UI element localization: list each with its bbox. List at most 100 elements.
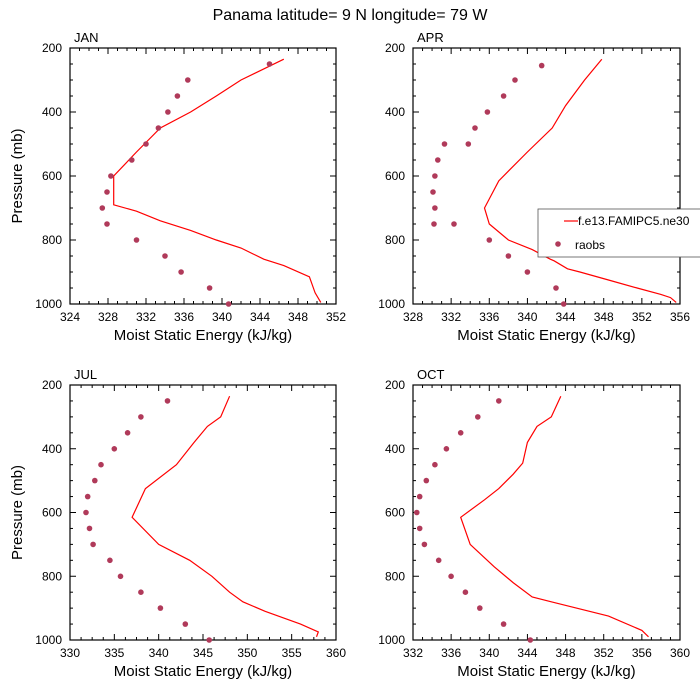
model-profile-line	[131, 395, 320, 638]
raobs-point	[138, 589, 144, 595]
x-tick-label: 332	[441, 310, 461, 324]
panel-jan: 324 328 332 336 340 344 348 352 200 400 600 800 1000…	[9, 30, 346, 344]
panels: 324 328 332 336 340 344 348 352 200 400 600 800 1000…	[9, 30, 700, 680]
raobs-point	[448, 573, 454, 580]
x-tick-label: 352	[326, 310, 346, 324]
raobs-point	[143, 141, 149, 147]
raobs-point	[107, 557, 113, 564]
x-tick-label: 350	[237, 646, 257, 660]
model-profile-line	[459, 395, 649, 638]
raobs-point	[430, 189, 436, 195]
y-tick-label: 400	[385, 105, 405, 119]
y-tick-label: 1000	[35, 297, 62, 311]
x-tick-label: 324	[60, 310, 80, 324]
raobs-point	[86, 525, 93, 532]
raobs-point	[475, 414, 481, 420]
raobs-point	[162, 253, 168, 259]
x-tick-label: 340	[479, 646, 499, 660]
y-tick-label: 600	[385, 506, 405, 520]
raobs-point	[500, 93, 507, 99]
raobs-point	[524, 269, 531, 275]
raobs-point	[129, 157, 135, 163]
raobs-point	[472, 125, 478, 131]
x-tick-label: 352	[594, 646, 614, 660]
x-tick-label: 355	[282, 646, 302, 660]
x-tick-label: 336	[479, 310, 499, 324]
y-tick-label: 200	[42, 41, 62, 55]
y-tick-label: 200	[385, 41, 405, 55]
panel-label: JUL	[74, 367, 97, 382]
plot-frame	[412, 47, 681, 305]
raobs-point	[111, 446, 118, 452]
panel-apr: 328 332 336 340 344 348 352 356 200 400 600 800 1000…	[378, 30, 700, 344]
legend-marker-swatch	[555, 241, 561, 247]
raobs-point	[512, 77, 518, 83]
y-tick-label: 200	[385, 378, 405, 392]
raobs-point	[560, 301, 567, 307]
raobs-point	[225, 301, 232, 307]
raobs-point	[108, 173, 114, 179]
x-tick-label: 356	[670, 310, 690, 324]
x-tick-label: 340	[517, 310, 537, 324]
y-tick-label: 800	[385, 569, 405, 583]
y-tick-label: 400	[385, 442, 405, 456]
raobs-point	[432, 173, 438, 179]
raobs-point	[138, 414, 144, 420]
panel-label: OCT	[417, 367, 445, 382]
raobs-point	[104, 221, 110, 227]
plot-frame	[412, 384, 681, 641]
x-tick-label: 340	[149, 646, 169, 660]
y-tick-label: 400	[42, 442, 62, 456]
x-tick-label: 352	[632, 310, 652, 324]
x-tick-label: 345	[193, 646, 213, 660]
legend-label-raobs: raobs	[575, 238, 605, 252]
model-profile-line	[483, 58, 677, 303]
raobs-point	[185, 77, 191, 83]
raobs-point	[465, 141, 472, 147]
raobs-point	[90, 541, 96, 548]
raobs-point	[157, 605, 164, 611]
x-tick-label: 344	[556, 310, 576, 324]
x-tick-label: 336	[174, 310, 194, 324]
legend-box	[537, 208, 700, 258]
raobs-point	[441, 141, 448, 147]
x-tick-label: 344	[250, 310, 270, 324]
x-tick-label: 348	[594, 310, 614, 324]
raobs-point	[178, 269, 184, 275]
x-tick-label: 332	[403, 646, 423, 660]
x-tick-label: 332	[136, 310, 156, 324]
y-tick-label: 1000	[378, 297, 405, 311]
y-tick-label: 600	[42, 169, 62, 183]
raobs-point	[164, 398, 171, 404]
y-tick-label: 1000	[378, 633, 405, 647]
y-tick-label: 400	[42, 105, 62, 119]
panel-oct: 332 336 340 344 348 352 356 360 200 400 600 800 1000…	[378, 367, 690, 680]
x-tick-label: 348	[556, 646, 576, 660]
raobs-point	[155, 125, 162, 131]
y-tick-label: 1000	[35, 633, 62, 647]
raobs-point	[435, 157, 441, 163]
x-tick-label: 344	[517, 646, 537, 660]
panel-label: JAN	[74, 30, 99, 45]
x-tick-label: 360	[670, 646, 690, 660]
panel-jul: 330 335 340 345 350 355 360 200 400 600 800 1000 JUL…	[9, 367, 346, 680]
raobs-point	[423, 477, 430, 484]
raobs-point	[496, 398, 502, 404]
y-axis-label: Pressure (mb)	[9, 128, 26, 223]
raobs-point	[553, 285, 559, 291]
raobs-point	[505, 253, 512, 259]
raobs-point	[117, 573, 124, 580]
plot-frame	[69, 384, 337, 641]
y-tick-label: 200	[42, 378, 62, 392]
raobs-point	[206, 637, 212, 643]
raobs-point	[99, 205, 106, 211]
raobs-point	[527, 637, 534, 643]
x-axis-label: Moist Static Energy (kJ/kg)	[114, 663, 292, 680]
figure-title: Panama latitude= 9 N longitude= 79 W	[213, 7, 489, 24]
x-tick-label: 356	[632, 646, 652, 660]
y-tick-label: 800	[385, 233, 405, 247]
raobs-point	[500, 621, 507, 627]
raobs-point	[124, 430, 131, 436]
raobs-point	[477, 605, 483, 611]
raobs-point	[133, 237, 140, 243]
